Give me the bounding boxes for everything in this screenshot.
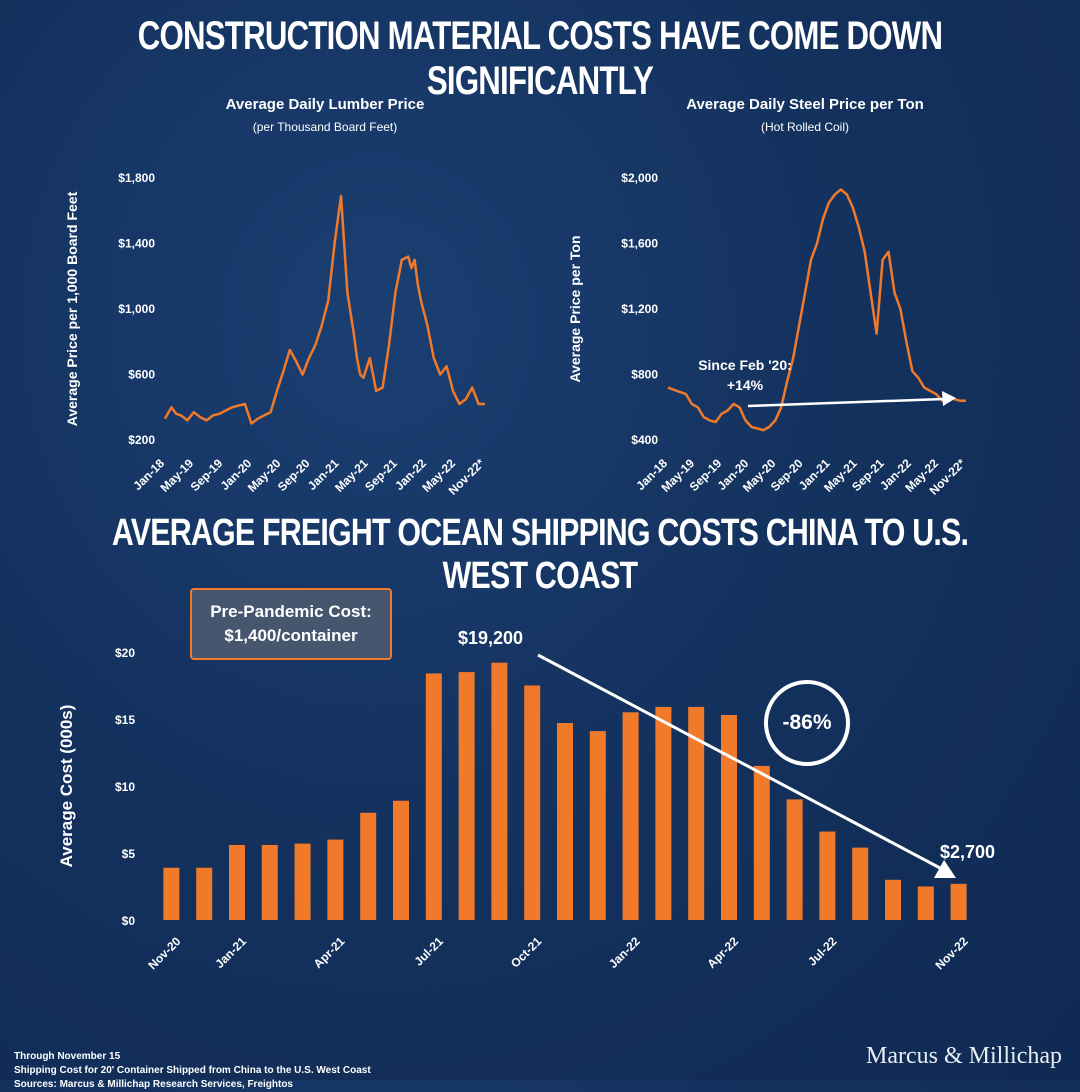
freight-x-tick: Jul-22 [805, 934, 840, 969]
freight-trend-arrowhead [934, 860, 956, 878]
peak-label: $19,200 [458, 628, 524, 648]
lumber-chart-subtitle: (per Thousand Board Feet) [252, 120, 398, 134]
freight-bar [491, 662, 508, 920]
steel-y-tick: $1,600 [621, 237, 658, 251]
freight-bar [360, 812, 377, 920]
freight-bar [294, 843, 311, 920]
lumber-y-tick: $1,800 [118, 171, 155, 185]
freight-bar [229, 844, 245, 920]
footnotes: Through November 15 Shipping Cost for 20… [14, 1050, 371, 1092]
steel-trend-arrow-line [747, 397, 945, 408]
footnote-2: Shipping Cost for 20' Container Shipped … [14, 1065, 371, 1076]
freight-x-tick: Jan-21 [212, 934, 249, 971]
lumber-y-tick: $200 [128, 433, 155, 447]
callout-line-2: $1,400/container [224, 626, 358, 645]
steel-y-tick: $800 [631, 368, 658, 382]
steel-y-tick: $2,000 [621, 171, 658, 185]
freight-bar [852, 847, 869, 920]
freight-y-axis-label: Average Cost (000s) [57, 705, 76, 868]
end-label: $2,700 [940, 842, 996, 862]
pre-pandemic-callout: Pre-Pandemic Cost: $1,400/container [190, 588, 392, 660]
percent-change-text: -86% [782, 711, 832, 734]
lumber-x-tick: Sep-21 [362, 456, 400, 494]
freight-bar [655, 706, 672, 920]
freight-bar [721, 714, 737, 920]
lumber-x-tick: May-20 [245, 456, 284, 495]
freight-y-tick: $5 [122, 847, 136, 861]
steel-series-line [667, 188, 966, 432]
freight-bar [524, 685, 541, 920]
freight-bar [819, 831, 836, 920]
freight-bar [688, 706, 705, 920]
lumber-series-line [163, 194, 485, 425]
freight-y-tick: $20 [115, 646, 135, 660]
freight-x-tick: Jul-21 [411, 934, 446, 969]
steel-annotation-line-2: +14% [727, 377, 764, 393]
freight-x-tick: Nov-22 [933, 934, 971, 972]
freight-bar [589, 731, 606, 920]
footnote-1: Through November 15 [14, 1051, 121, 1062]
freight-bar [425, 673, 442, 920]
freight-bar [458, 672, 475, 920]
freight-bar [261, 844, 278, 920]
freight-bar [917, 886, 934, 920]
freight-bar [327, 839, 344, 920]
freight-bar [885, 879, 901, 920]
freight-bar [786, 799, 803, 920]
steel-chart-subtitle: (Hot Rolled Coil) [760, 120, 850, 134]
steel-y-tick: $400 [631, 433, 658, 447]
lumber-y-tick: $1,400 [118, 237, 155, 251]
freight-trend-arrow-line [537, 653, 941, 870]
freight-bar [196, 867, 213, 920]
lumber-x-tick: May-21 [332, 456, 371, 495]
lumber-x-tick: Sep-20 [275, 456, 313, 494]
footnote-3: Sources: Marcus & Millichap Research Ser… [14, 1079, 293, 1090]
freight-x-tick: Nov-20 [145, 934, 183, 972]
section-title: AVERAGE FREIGHT OCEAN SHIPPING COSTS CHI… [111, 512, 969, 597]
freight-y-tick: $10 [115, 780, 135, 794]
freight-x-tick: Jan-22 [606, 934, 643, 971]
freight-bar [622, 712, 639, 920]
lumber-chart-title: Average Daily Lumber Price [225, 96, 425, 113]
steel-chart-title: Average Daily Steel Price per Ton [686, 96, 924, 113]
steel-trend-arrowhead [942, 391, 956, 406]
steel-y-tick: $1,200 [621, 302, 658, 316]
lumber-y-axis-label: Average Price per 1,000 Board Feet [64, 191, 80, 426]
lumber-x-tick: May-19 [158, 456, 197, 495]
freight-bar [753, 765, 770, 920]
freight-bar [393, 800, 409, 920]
freight-x-tick: Apr-22 [704, 934, 741, 971]
freight-bar [163, 867, 180, 920]
lumber-y-tick: $600 [128, 368, 155, 382]
freight-x-tick: Apr-21 [311, 934, 348, 971]
lumber-y-tick: $1,000 [118, 302, 155, 316]
steel-y-axis-label: Average Price per Ton [567, 235, 583, 382]
freight-bar [950, 883, 967, 920]
lumber-x-tick: Sep-19 [188, 456, 226, 494]
freight-bar [557, 723, 573, 920]
percent-change-badge: -86% [764, 680, 850, 766]
freight-x-tick: Oct-21 [508, 934, 545, 971]
callout-line-1: Pre-Pandemic Cost: [210, 602, 372, 621]
brand-logo: Marcus & Millichap [866, 1043, 1062, 1069]
freight-y-tick: $0 [122, 914, 136, 928]
freight-y-tick: $15 [115, 713, 135, 727]
main-title: CONSTRUCTION MATERIAL COSTS HAVE COME DO… [137, 14, 943, 103]
steel-annotation-line-1: Since Feb '20: [698, 357, 792, 373]
